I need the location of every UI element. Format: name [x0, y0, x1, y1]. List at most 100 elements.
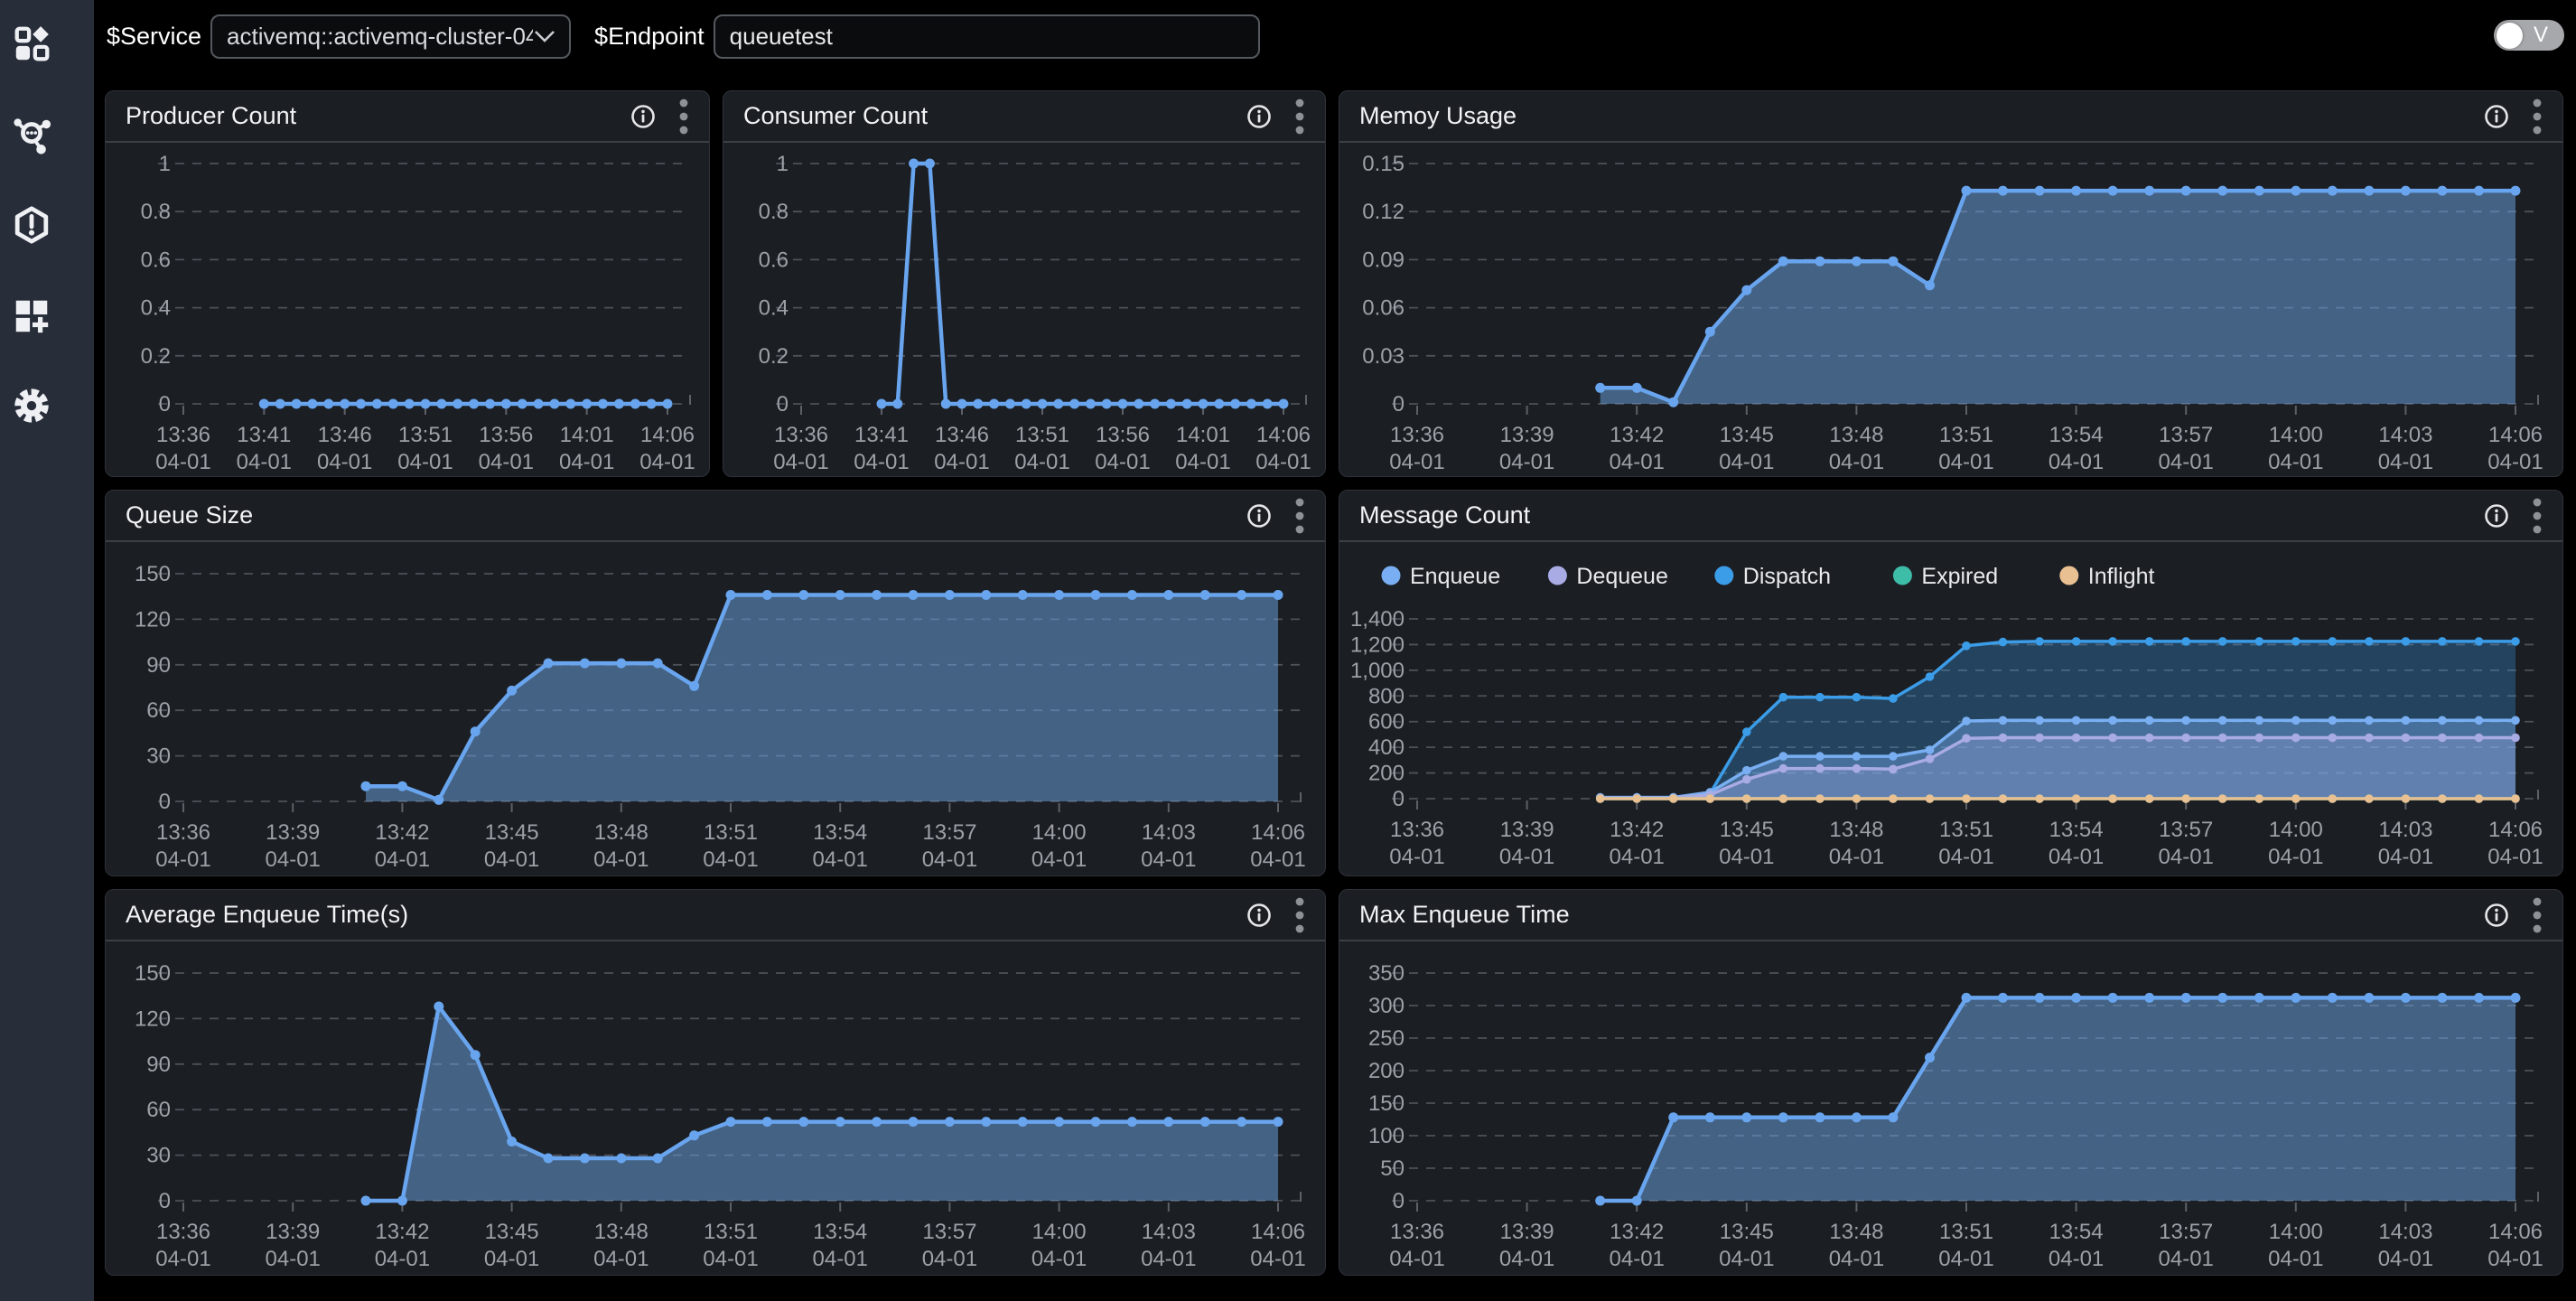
panel-queue-size: Queue Size 0 30 60 90 120 150 13:36 04-01 13:39 0… — [105, 490, 1326, 876]
chart-average-enqueue-time-s[interactable]: 0 30 60 90 120 150 13:36 04-01 13:39 04-01 13:42 04… — [106, 941, 1325, 1275]
info-icon[interactable] — [2483, 902, 2510, 929]
panel-header: Message Count — [1339, 491, 2562, 542]
svg-text:0.4: 0.4 — [759, 296, 789, 321]
panel-actions — [1246, 98, 1305, 136]
svg-text:30: 30 — [146, 744, 171, 769]
svg-text:90: 90 — [146, 1053, 171, 1077]
toggle-knob — [2497, 22, 2523, 49]
chart-producer-count[interactable]: 0 0.2 0.4 0.6 0.8 1 13:36 04-01 13:41 04-01 13:46 0… — [106, 143, 709, 476]
panel-title: Message Count — [1359, 501, 1531, 529]
info-icon[interactable] — [2483, 103, 2510, 130]
kebab-menu-icon[interactable] — [678, 98, 689, 136]
svg-text:800: 800 — [1368, 684, 1405, 708]
sidebar-item-add-widgets[interactable] — [11, 295, 52, 337]
svg-text:0: 0 — [777, 392, 789, 417]
svg-text:0: 0 — [159, 1189, 171, 1213]
chart-max-enqueue-time[interactable]: 0 50 100 150 200 250 300 350 13:36 04-01 13:39 04-0… — [1339, 941, 2562, 1275]
sidebar-item-topology[interactable] — [11, 115, 52, 156]
legend-item-inflight[interactable]: Inflight — [2088, 564, 2155, 589]
dashboard-icon — [11, 23, 52, 68]
svg-text:250: 250 — [1368, 1026, 1405, 1051]
svg-text:90: 90 — [146, 653, 171, 678]
panel-header: Max Enqueue Time — [1339, 890, 2562, 941]
panel-actions — [630, 98, 689, 136]
svg-text:400: 400 — [1368, 735, 1405, 760]
svg-text:0.15: 0.15 — [1362, 152, 1405, 176]
legend-item-dequeue[interactable]: Dequeue — [1576, 564, 1667, 589]
svg-text:0.6: 0.6 — [141, 248, 171, 272]
chart-memoy-usage[interactable]: 0 0.03 0.06 0.09 0.12 0.15 13:36 04-01 13:39 04-0… — [1339, 143, 2562, 476]
info-icon[interactable] — [1246, 103, 1273, 130]
sidebar-item-dashboard[interactable] — [11, 24, 52, 66]
kebab-menu-icon[interactable] — [1294, 896, 1305, 934]
svg-text:120: 120 — [135, 607, 171, 632]
info-icon[interactable] — [1246, 902, 1273, 929]
kebab-menu-icon[interactable] — [1294, 497, 1305, 535]
sidebar-item-settings[interactable] — [11, 386, 52, 427]
service-label: $Service — [107, 22, 202, 50]
kebab-menu-icon[interactable] — [1294, 98, 1305, 136]
legend-item-expired[interactable]: Expired — [1921, 564, 1998, 589]
kebab-menu-icon[interactable] — [2532, 896, 2543, 934]
panel-title: Consumer Count — [743, 102, 929, 129]
svg-text:1,000: 1,000 — [1350, 659, 1405, 683]
sidebar-item-alerts[interactable] — [11, 205, 52, 247]
toggle-label: V — [2534, 23, 2549, 47]
panel-header: Queue Size — [106, 491, 1325, 542]
chart-consumer-count[interactable]: 0 0.2 0.4 0.6 0.8 1 13:36 04-01 13:41 04-01 13:46 0… — [723, 143, 1325, 476]
panel-title: Queue Size — [126, 501, 254, 529]
endpoint-input[interactable] — [713, 14, 1260, 59]
panel-actions — [2483, 896, 2543, 934]
panel-title: Memoy Usage — [1359, 102, 1517, 129]
legend-item-enqueue[interactable]: Enqueue — [1410, 564, 1500, 589]
svg-text:120: 120 — [135, 1006, 171, 1031]
service-select[interactable]: activemq::activemq-cluster-040 — [210, 14, 572, 59]
svg-text:0.8: 0.8 — [141, 200, 171, 224]
svg-text:0: 0 — [1393, 1189, 1405, 1213]
kebab-menu-icon[interactable] — [2532, 98, 2543, 136]
chart-queue-size[interactable]: 0 30 60 90 120 150 13:36 04-01 13:39 04-01 13:42 04… — [106, 542, 1325, 875]
svg-text:0: 0 — [159, 790, 171, 814]
svg-text:100: 100 — [1368, 1124, 1405, 1148]
panel-title: Producer Count — [126, 102, 297, 129]
info-icon[interactable] — [1246, 502, 1273, 529]
svg-text:200: 200 — [1368, 762, 1405, 786]
svg-text:600: 600 — [1368, 710, 1405, 735]
kebab-menu-icon[interactable] — [2532, 497, 2543, 535]
svg-text:1,400: 1,400 — [1350, 607, 1405, 632]
panel-title: Average Enqueue Time(s) — [126, 901, 409, 928]
legend-item-dispatch[interactable]: Dispatch — [1743, 564, 1831, 589]
info-icon[interactable] — [2483, 502, 2510, 529]
info-icon[interactable] — [630, 103, 657, 130]
panel-average-enqueue-time-s: Average Enqueue Time(s) 0 30 60 90 120 150 13:… — [105, 889, 1326, 1276]
view-toggle[interactable]: V — [2494, 20, 2564, 51]
